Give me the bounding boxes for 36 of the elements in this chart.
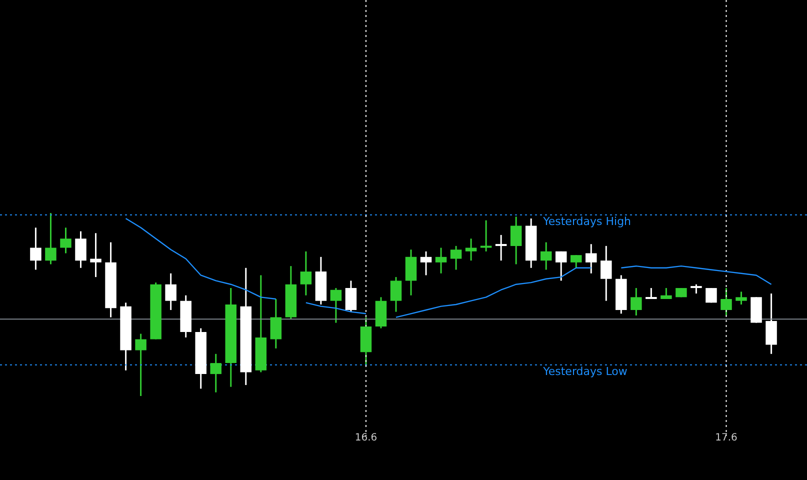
candlestick	[510, 216, 522, 265]
candlestick	[420, 250, 432, 276]
ref-line-label: Yesterdays High	[542, 215, 632, 228]
candlestick	[586, 243, 597, 274]
candlestick	[30, 226, 42, 270]
candlestick	[720, 287, 732, 316]
candlestick	[390, 276, 402, 313]
candlestick	[210, 353, 222, 394]
candlestick	[690, 284, 702, 294]
candlestick	[480, 220, 492, 252]
candlestick	[75, 230, 86, 269]
candlestick	[330, 287, 342, 324]
candlestick	[495, 234, 507, 262]
candlestick	[405, 248, 417, 296]
candlestick	[135, 333, 146, 397]
candlestick	[766, 292, 777, 355]
x-tick-label: 16.6	[354, 432, 378, 444]
candlestick	[465, 238, 477, 262]
candlestick	[706, 287, 717, 304]
candlestick	[630, 287, 642, 316]
candlestick	[300, 250, 312, 296]
candlestick	[270, 298, 282, 350]
x-tick-label: 17.6	[715, 432, 738, 444]
candlestick	[60, 226, 72, 254]
candlestick	[570, 254, 582, 269]
candlestick	[90, 232, 102, 278]
candlestick	[540, 242, 552, 270]
candlestick	[736, 290, 747, 306]
candlestick	[165, 272, 176, 311]
candlestick	[555, 250, 567, 282]
candlestick	[600, 245, 612, 302]
candlestick	[450, 245, 462, 270]
ref-line-label: Yesterdays Low	[542, 365, 628, 378]
candlestick	[435, 247, 447, 274]
candlestick	[345, 280, 357, 313]
candlestick	[45, 212, 56, 265]
